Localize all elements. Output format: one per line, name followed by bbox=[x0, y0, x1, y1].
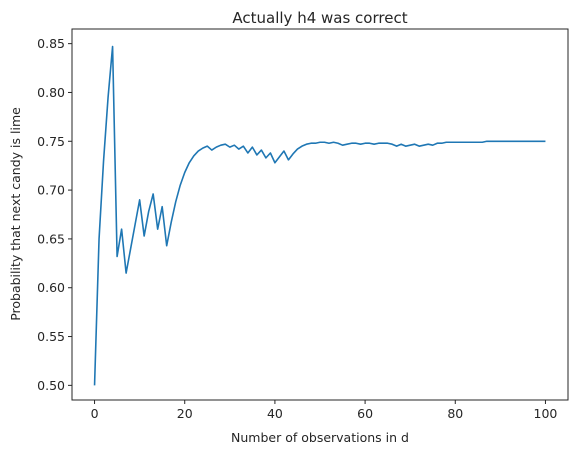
y-axis: 0.50 0.55 0.60 0.65 0.70 0.75 0.80 0.85 bbox=[37, 36, 72, 393]
y-tick-label: 0.75 bbox=[37, 134, 65, 149]
y-tick-label: 0.50 bbox=[37, 378, 65, 393]
y-tick-label: 0.55 bbox=[37, 329, 65, 344]
x-axis: 0 20 40 60 80 100 bbox=[91, 400, 558, 421]
series-line bbox=[93, 45, 546, 386]
y-axis-label: Probability that next candy is lime bbox=[8, 107, 23, 321]
plot-area bbox=[71, 28, 569, 401]
x-tick-label: 40 bbox=[267, 406, 283, 421]
chart-title: Actually h4 was correct bbox=[232, 9, 407, 27]
x-tick-label: 80 bbox=[447, 406, 463, 421]
x-axis-label: Number of observations in d bbox=[231, 430, 409, 445]
x-tick-label: 100 bbox=[534, 406, 558, 421]
y-tick-label: 0.65 bbox=[37, 231, 65, 246]
x-tick-label: 0 bbox=[91, 406, 99, 421]
y-tick-label: 0.80 bbox=[37, 85, 65, 100]
x-tick-label: 20 bbox=[177, 406, 193, 421]
y-tick-label: 0.85 bbox=[37, 36, 65, 51]
y-tick-label: 0.70 bbox=[37, 183, 65, 198]
x-tick-label: 60 bbox=[357, 406, 373, 421]
y-tick-label: 0.60 bbox=[37, 280, 65, 295]
